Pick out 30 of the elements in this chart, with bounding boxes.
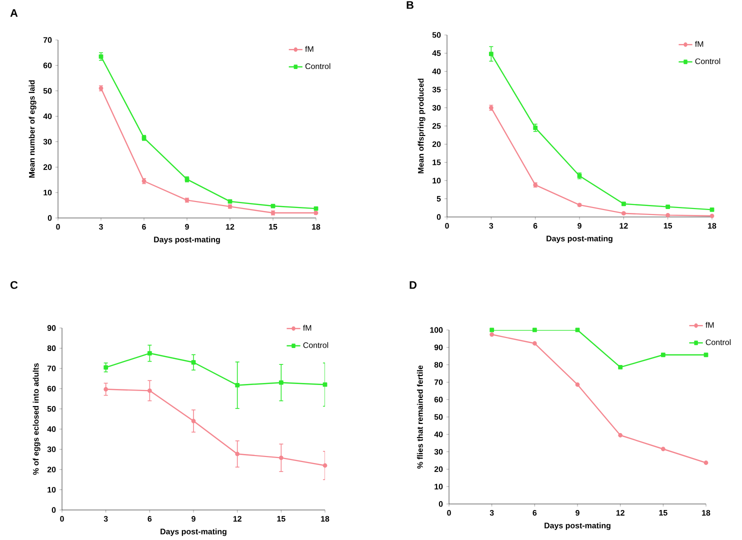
point [575, 382, 580, 387]
point [104, 365, 108, 370]
point [618, 433, 623, 438]
chart-title: A [10, 9, 18, 17]
point [322, 463, 328, 468]
point [704, 352, 708, 358]
chart-title: C [10, 281, 18, 289]
chart-title: D [410, 281, 417, 289]
point [191, 418, 196, 424]
point [235, 452, 240, 456]
point [104, 387, 108, 392]
point [278, 380, 284, 385]
point [278, 456, 284, 460]
point [147, 388, 152, 393]
point [710, 208, 714, 212]
chart-title: B [406, 1, 414, 9]
point [490, 332, 494, 337]
point [532, 328, 537, 332]
point [660, 446, 666, 452]
point [147, 351, 152, 356]
point [660, 352, 666, 358]
point [235, 383, 240, 388]
point [618, 365, 623, 370]
point [191, 360, 196, 365]
point [710, 214, 714, 218]
point [704, 460, 708, 465]
point [532, 341, 537, 346]
point [488, 52, 494, 56]
point [322, 382, 328, 387]
point [490, 328, 494, 332]
